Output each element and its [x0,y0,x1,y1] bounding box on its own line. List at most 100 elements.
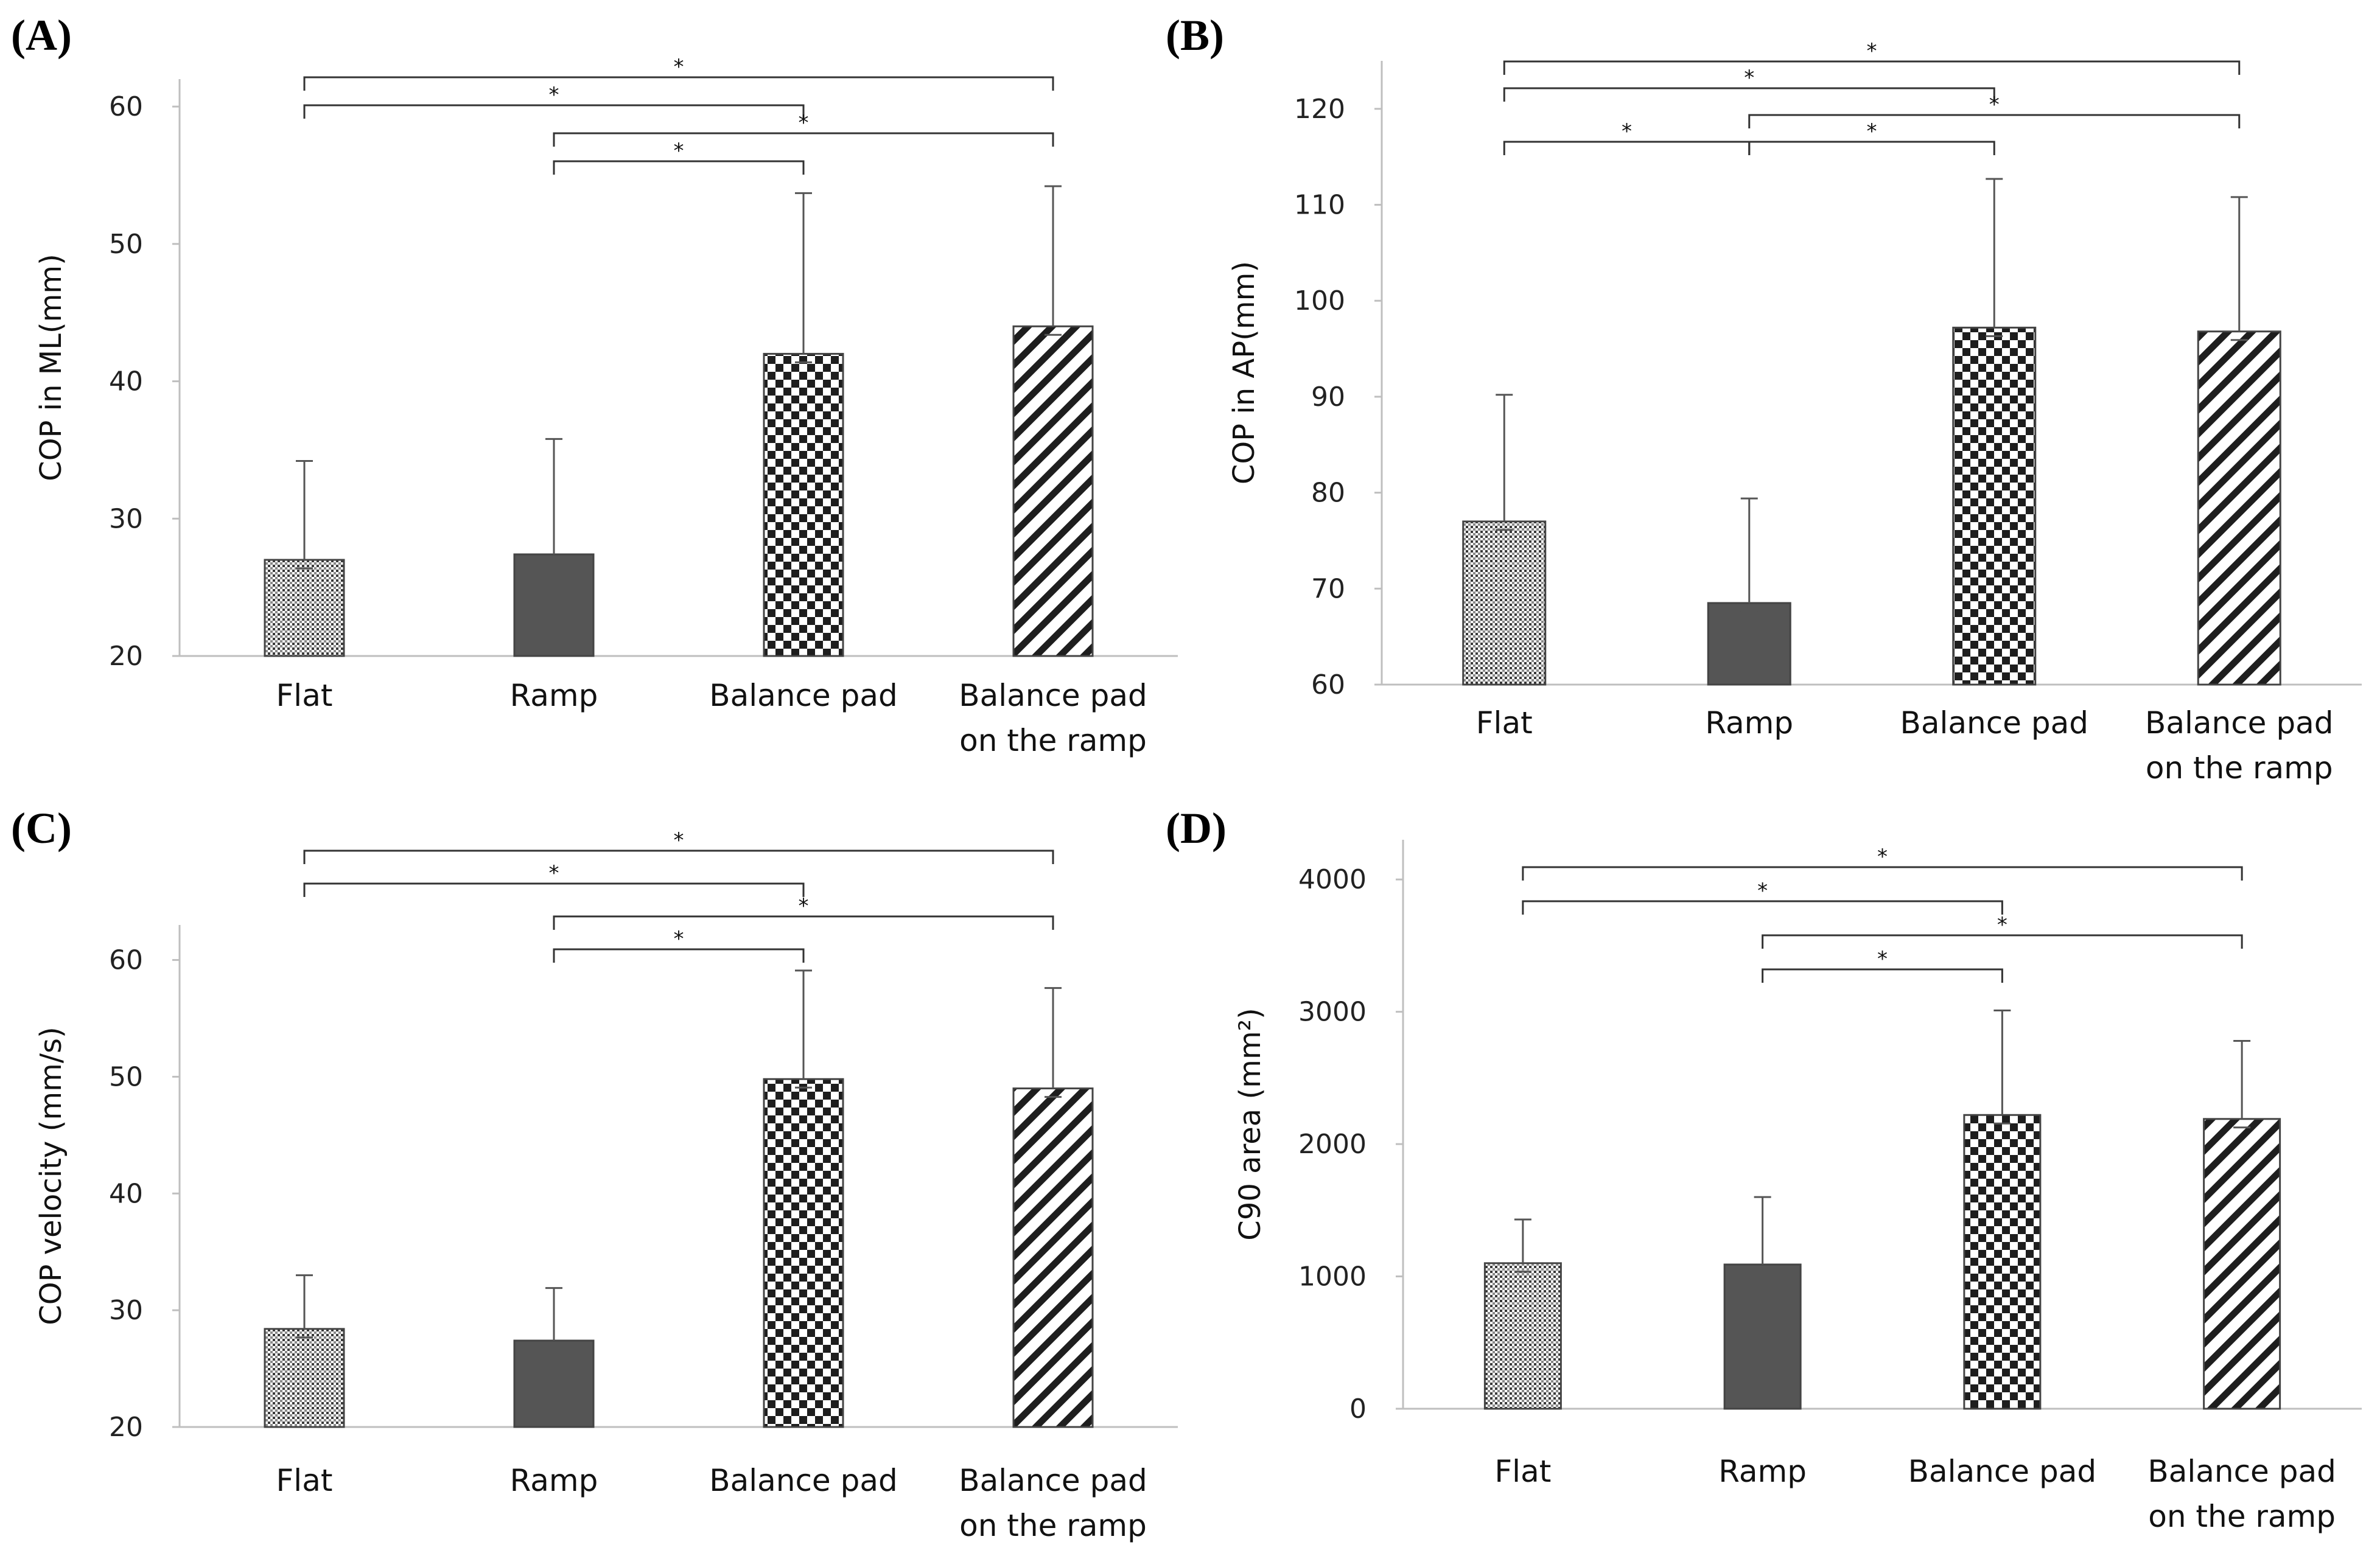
category-label-line: on the ramp [959,1508,1147,1543]
category-label-line: Balance pad [2147,1454,2336,1489]
category-label: Flat [276,678,333,713]
category-label: Ramp [1718,1454,1807,1489]
category-label: Flat [276,1463,333,1498]
significance-bracket [553,915,1054,930]
y-axis-title: COP in ML(mm) [34,254,68,481]
significance-bracket [553,132,1054,147]
significance-bracket [1503,141,1751,155]
y-tick-label: 30 [109,1295,143,1326]
bar [1723,1263,1802,1410]
category-label-line: on the ramp [2148,1499,2336,1534]
significance-star: * [1744,66,1754,90]
significance-star: * [1867,39,1877,63]
y-tick-label: 60 [1311,669,1345,700]
category-label-line: Flat [1494,1454,1551,1489]
category-label: Balance pad on the ramp [959,1463,1147,1543]
category-label: Ramp [1705,705,1793,741]
y-tick-label: 50 [109,1061,143,1092]
category-label-line: Balance pad [1900,705,2088,741]
category-label-line: on the ramp [2146,750,2333,786]
significance-star: * [674,139,684,163]
bar [1963,1114,2042,1410]
significance-bracket [1748,114,2241,128]
significance-bracket [1762,968,2003,983]
panel-label: (C) [11,804,72,853]
category-label: Ramp [510,678,598,713]
category-label: Flat [1476,705,1533,741]
y-tick-label: 70 [1311,573,1345,604]
y-tick-label: 0 [1349,1394,1367,1425]
panel-label: (A) [11,11,72,60]
significance-star: * [1867,119,1877,144]
bar [2197,330,2281,686]
category-label-line: Balance pad [959,1463,1147,1498]
y-axis-title: COP velocity (mm/s) [34,1027,68,1325]
significance-star: * [1622,119,1632,144]
significance-star: * [549,83,559,107]
y-axis-title: COP in AP(mm) [1227,261,1261,484]
category-label-line: Flat [276,1463,333,1498]
y-tick-label: 20 [109,641,143,672]
y-tick-label: 50 [109,229,143,260]
y-tick-label: 3000 [1298,997,1367,1028]
significance-bracket [1503,60,2241,75]
y-tick-label: 20 [109,1412,143,1443]
y-axis-title: C90 area (mm²) [1233,1008,1267,1240]
bar [763,352,844,657]
significance-bracket [1748,141,1995,155]
significance-star: * [674,927,684,951]
panel-label: (D) [1166,804,1227,853]
significance-bracket [303,76,1054,91]
bar [513,1339,595,1428]
category-label: Balance pad [1908,1454,2096,1489]
chart-panel: (A) 20 30 40 50 60 COP in ML(mm) Flat Ramp Balanc… [11,11,1178,758]
chart-panel: (B) 60 70 80 90 100 110 120 COP in AP(mm) Flat Ram… [1166,11,2362,786]
significance-bracket [1762,934,2243,949]
y-tick-label: 110 [1294,190,1345,221]
bar [2203,1118,2281,1410]
significance-bracket [1522,866,2243,881]
significance-star: * [549,861,559,885]
category-label: Balance pad on the ramp [2147,1454,2336,1534]
y-tick-label: 30 [109,503,143,534]
significance-bracket [303,850,1054,864]
bar [1462,520,1547,686]
y-tick-label: 90 [1311,382,1345,413]
y-tick-label: 40 [109,366,143,397]
significance-bracket [1522,900,2003,915]
y-tick-label: 120 [1294,94,1345,125]
category-label-line: Ramp [1705,705,1793,741]
category-label: Balance pad [709,678,897,713]
bar [264,559,345,657]
category-label: Balance pad on the ramp [2145,705,2333,786]
category-label-line: Balance pad [959,678,1147,713]
significance-star: * [1877,845,1888,869]
significance-star: * [1997,913,2007,937]
chart-panel: (C) 20 30 40 50 60 COP velocity (mm/s) Flat Ramp… [11,804,1178,1543]
category-label-line: Balance pad [1908,1454,2096,1489]
category-label-line: Ramp [510,1463,598,1498]
bar [1483,1262,1562,1410]
category-label-line: on the ramp [959,723,1147,758]
category-label-line: Ramp [510,678,598,713]
significance-star: * [1877,947,1888,971]
category-label-line: Flat [276,678,333,713]
y-tick-label: 1000 [1298,1261,1367,1293]
category-label-line: Flat [1476,705,1533,741]
y-tick-label: 4000 [1298,864,1367,895]
category-label: Balance pad [709,1463,897,1498]
significance-bracket [553,160,805,175]
category-label: Balance pad on the ramp [959,678,1147,758]
bar [1707,602,1791,686]
significance-star: * [1989,92,2000,117]
significance-bracket [1503,87,1995,102]
category-label-line: Balance pad [2145,705,2333,741]
bar [264,1328,345,1428]
panel-label: (B) [1166,11,1224,60]
category-label-line: Balance pad [709,1463,897,1498]
y-tick-label: 2000 [1298,1129,1367,1160]
category-label-line: Ramp [1718,1454,1807,1489]
significance-star: * [1757,879,1768,903]
y-tick-label: 60 [109,91,143,122]
